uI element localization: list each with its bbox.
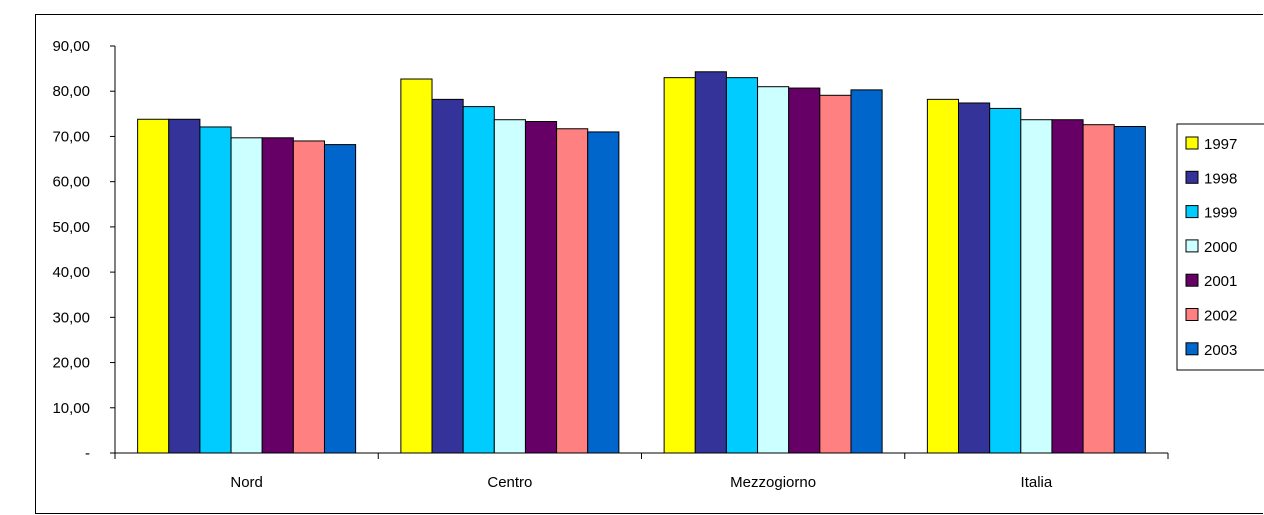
bar-nord-2003 [323, 144, 357, 454]
bar-mezzogiorno-1999 [725, 77, 759, 454]
bar-mezzogiorno-2002 [819, 94, 852, 454]
legend-swatch-2003 [1185, 342, 1199, 356]
legend-label: 2001 [1204, 273, 1237, 290]
x-tick-label: Mezzogiorno [730, 474, 816, 491]
bar-italia-2002 [1082, 124, 1115, 454]
y-tick-label: 80,00 [52, 83, 90, 100]
legend-swatch-2001 [1185, 273, 1199, 287]
bar-mezzogiorno-2001 [788, 87, 821, 454]
bar-nord-2001 [261, 137, 294, 454]
bar-mezzogiorno-2000 [757, 86, 790, 454]
bar-centro-1997 [400, 78, 433, 454]
legend-swatch-1999 [1185, 205, 1199, 219]
bar-mezzogiorno-2003 [850, 89, 883, 454]
x-tick-label: Italia [1021, 474, 1053, 491]
bar-centro-2003 [587, 131, 620, 454]
bar-nord-1998 [168, 118, 201, 454]
bar-italia-1999 [989, 107, 1022, 454]
bar-centro-2002 [556, 128, 589, 454]
legend-label: 2000 [1204, 239, 1237, 256]
y-tick-label: 30,00 [52, 309, 90, 326]
bar-centro-2000 [493, 119, 526, 454]
legend-swatch-2000 [1185, 239, 1199, 253]
legend-label: 1999 [1204, 205, 1237, 222]
y-axis: - 10,00 20,00 30,00 40,00 50,00 60,00 70,00 80,0… [52, 38, 116, 462]
y-tick-label: 50,00 [52, 219, 90, 236]
legend-label: 1997 [1204, 136, 1237, 153]
legend-swatch-2002 [1185, 308, 1199, 321]
y-tick-label: 60,00 [52, 174, 90, 191]
legend-label: 2002 [1204, 308, 1237, 325]
y-tick-label: 10,00 [52, 400, 90, 417]
bar-nord-2000 [230, 137, 263, 454]
y-tick-label: 90,00 [52, 38, 90, 55]
x-tick-label: Centro [487, 474, 532, 491]
y-tick-label: 20,00 [52, 355, 90, 372]
bar-italia-2000 [1020, 119, 1053, 454]
bar-mezzogiorno-1997 [663, 77, 696, 454]
bar-mezzogiorno-1998 [694, 71, 727, 454]
bar-italia-1998 [958, 102, 991, 454]
bar-centro-2001 [524, 121, 558, 454]
x-tick-label: Nord [230, 474, 263, 491]
bar-italia-2003 [1113, 125, 1146, 454]
legend-swatch-1997 [1185, 136, 1199, 150]
bar-nord-1999 [199, 126, 232, 454]
y-tick-label: 70,00 [52, 128, 90, 145]
y-tick-label: - [85, 445, 90, 462]
bar-nord-2002 [292, 140, 325, 454]
bar-italia-1997 [926, 98, 960, 454]
bar-centro-1999 [462, 106, 495, 454]
x-axis: Nord Centro Mezzogiorno Italia [114, 452, 1169, 491]
bar-centro-1998 [431, 98, 464, 454]
legend-label: 2003 [1204, 342, 1237, 359]
bar-nord-1997 [137, 118, 170, 454]
legend: 1997 1998 1999 2000 2001 2002 2003 [1176, 123, 1264, 371]
legend-label: 1998 [1204, 170, 1237, 187]
legend-swatch-1998 [1185, 170, 1199, 184]
y-tick-label: 40,00 [52, 264, 90, 281]
bars [137, 71, 1146, 454]
bar-italia-2001 [1051, 119, 1084, 454]
